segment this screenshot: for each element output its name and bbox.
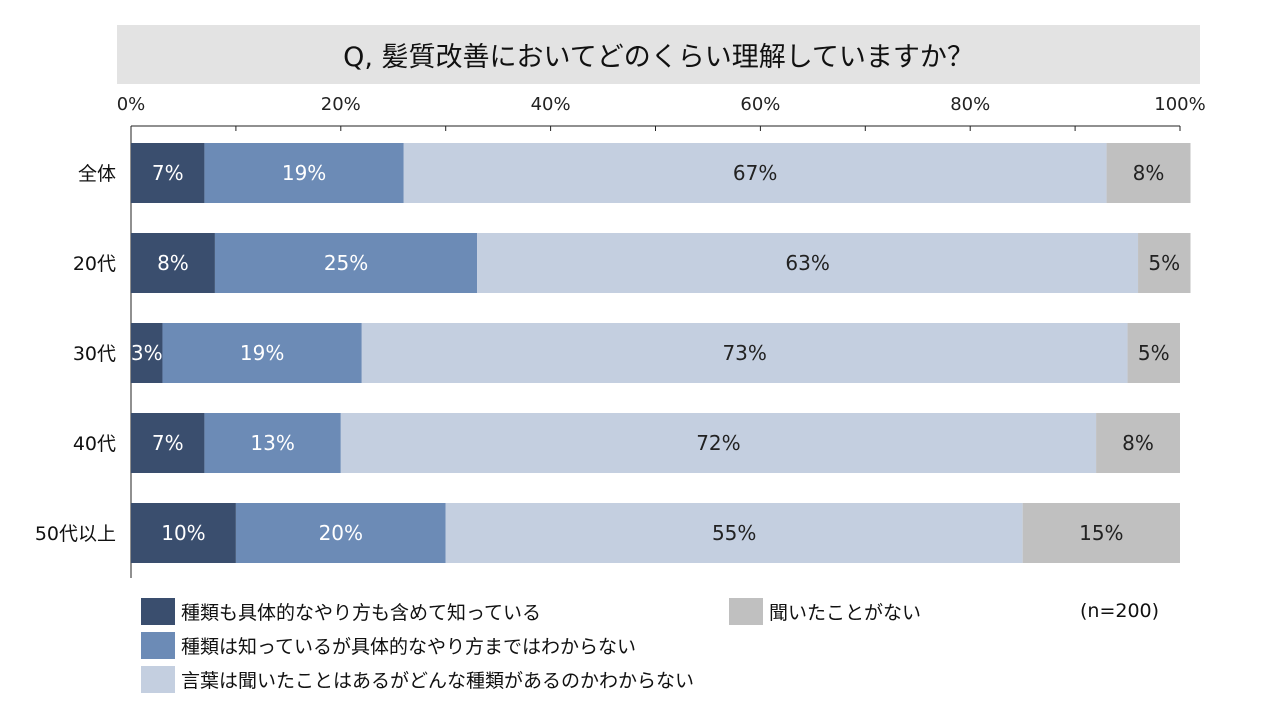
data-label: 63%	[785, 251, 829, 275]
data-label: 8%	[1133, 161, 1165, 185]
category-label: 20代	[73, 253, 116, 275]
bar-segment	[477, 233, 1139, 293]
legend-swatch-2	[141, 632, 175, 659]
category-label: 40代	[73, 433, 116, 455]
bar-segment	[340, 413, 1097, 473]
category-label: 30代	[73, 343, 116, 365]
bar-segment	[1096, 413, 1180, 473]
legend-item-2: 種類は知っているが具体的なやり方まではわからない	[141, 632, 636, 659]
x-tick-label: 60%	[740, 94, 780, 115]
x-tick-label: 40%	[531, 94, 571, 115]
data-label: 67%	[733, 161, 777, 185]
bar-segment	[235, 503, 446, 563]
data-label: 19%	[240, 341, 284, 365]
legend-item-1: 種類も具体的なやり方も含めて知っている	[141, 598, 541, 625]
data-label: 19%	[282, 161, 326, 185]
data-label: 7%	[152, 161, 184, 185]
legend-swatch-4	[729, 598, 763, 625]
bar-segment	[1138, 233, 1191, 293]
data-label: 25%	[324, 251, 368, 275]
data-label: 10%	[161, 521, 205, 545]
data-label: 72%	[696, 431, 740, 455]
data-label: 13%	[250, 431, 294, 455]
bar-segment	[214, 233, 478, 293]
legend-item-4: 聞いたことがない	[729, 598, 921, 625]
x-tick-label: 0%	[117, 94, 146, 115]
bar-segment	[204, 413, 341, 473]
bar-segment	[1022, 503, 1180, 563]
bar-segment	[131, 503, 236, 563]
data-label: 5%	[1148, 251, 1180, 275]
data-label: 7%	[152, 431, 184, 455]
legend-label-3: 言葉は聞いたことはあるがどんな種類があるのかわからない	[181, 670, 695, 692]
x-tick-label: 100%	[1154, 94, 1205, 115]
chart-title: Q, 髪質改善においてどのくらい理解していますか？	[117, 25, 1200, 84]
data-label: 15%	[1079, 521, 1123, 545]
data-label: 55%	[712, 521, 756, 545]
data-label: 5%	[1138, 341, 1170, 365]
x-tick-label: 20%	[321, 94, 361, 115]
bar-segment	[403, 143, 1107, 203]
legend-swatch-1	[141, 598, 175, 625]
data-label: 8%	[157, 251, 189, 275]
bar-segment	[445, 503, 1023, 563]
data-label: 8%	[1122, 431, 1154, 455]
legend-label-2: 種類は知っているが具体的なやり方まではわからない	[181, 636, 637, 658]
legend-label-1: 種類も具体的なやり方も含めて知っている	[181, 602, 542, 624]
category-label: 50代以上	[35, 523, 116, 545]
data-label: 3%	[131, 341, 163, 365]
bar-segment	[131, 233, 215, 293]
bar-segment	[361, 323, 1128, 383]
legend-item-3: 言葉は聞いたことはあるがどんな種類があるのかわからない	[141, 666, 694, 693]
sample-size-note: (n=200)	[1080, 600, 1160, 622]
bar-segment	[162, 323, 362, 383]
bar-segment	[204, 143, 404, 203]
data-label: 73%	[722, 341, 766, 365]
data-label: 20%	[319, 521, 363, 545]
bar-segment	[131, 143, 205, 203]
legend-swatch-3	[141, 666, 175, 693]
bar-segment	[131, 413, 205, 473]
bar-segment	[131, 323, 163, 383]
x-tick-label: 80%	[950, 94, 990, 115]
bar-segment	[1106, 143, 1191, 203]
category-label: 全体	[78, 163, 116, 185]
bar-segment	[1127, 323, 1180, 383]
legend-label-4: 聞いたことがない	[769, 602, 922, 624]
